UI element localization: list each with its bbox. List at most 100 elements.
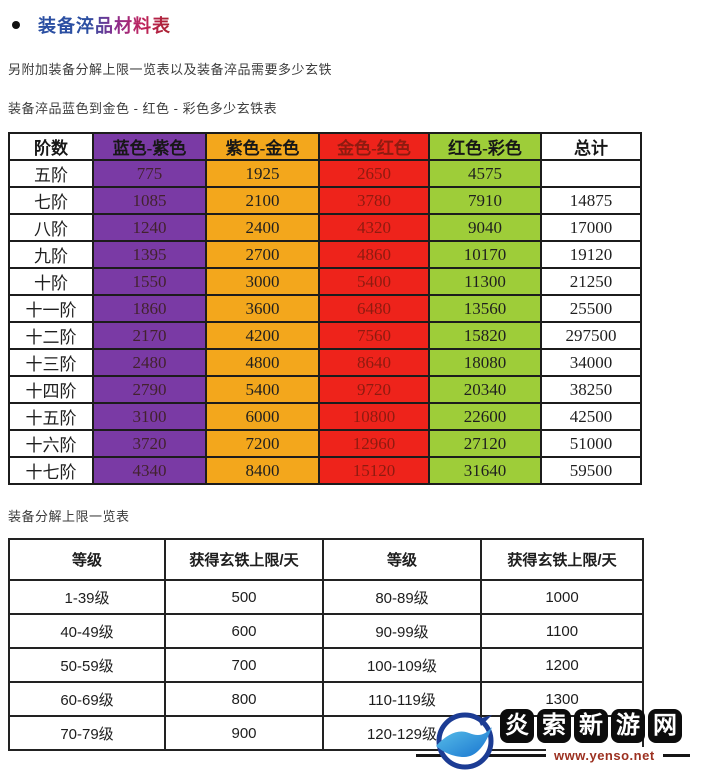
column-header-purple-gold: 紫色-金色	[205, 132, 320, 161]
table-cell: 1100	[480, 613, 644, 649]
site-url: www.yenso.net	[546, 747, 663, 765]
column-header-limit-2: 获得玄铁上限/天	[480, 538, 644, 581]
table-row: 八阶 1240 2400 4320 9040 17000	[8, 213, 642, 242]
table-cell: 4800	[205, 348, 320, 377]
table-row: 十六阶 3720 7200 12960 27120 51000	[8, 429, 642, 458]
site-name-stamp: 炎	[500, 709, 534, 743]
refine-material-table: 阶数 蓝色-紫色 紫色-金色 金色-红色 红色-彩色 总计 五阶 775 1925 2…	[8, 132, 642, 485]
page-title: 装备淬品材料表	[38, 12, 171, 38]
table-cell: 4200	[205, 321, 320, 350]
table-cell: 18080	[428, 348, 542, 377]
table-cell: 110-119级	[322, 681, 482, 717]
table-cell: 九阶	[8, 240, 94, 269]
table-cell: 4320	[318, 213, 430, 242]
table-cell: 十阶	[8, 267, 94, 296]
table-cell: 70-79级	[8, 715, 166, 751]
column-header-limit-1: 获得玄铁上限/天	[164, 538, 324, 581]
table-cell: 7560	[318, 321, 430, 350]
bullet-icon	[12, 21, 20, 29]
table-cell: 100-109级	[322, 647, 482, 683]
table-cell: 2480	[92, 348, 207, 377]
table-cell: 3600	[205, 294, 320, 323]
table-row: 十五阶 3100 6000 10800 22600 42500	[8, 402, 642, 431]
table-cell: 42500	[540, 402, 642, 431]
table-cell: 38250	[540, 375, 642, 404]
table-row: 十三阶 2480 4800 8640 18080 34000	[8, 348, 642, 377]
table-cell: 2650	[318, 159, 430, 188]
table-cell: 1000	[480, 579, 644, 615]
table-cell: 1-39级	[8, 579, 166, 615]
site-name-stamps: 炎索新游网	[500, 709, 682, 743]
table-cell: 21250	[540, 267, 642, 296]
site-watermark: 炎索新游网 www.yenso.net	[416, 689, 692, 770]
table-row: 40-49级 600 90-99级 1100	[8, 613, 644, 649]
table-cell: 3780	[318, 186, 430, 215]
table-cell: 9040	[428, 213, 542, 242]
table-cell: 17000	[540, 213, 642, 242]
table-cell: 6000	[205, 402, 320, 431]
table-cell: 22600	[428, 402, 542, 431]
table-header-row: 阶数 蓝色-紫色 紫色-金色 金色-红色 红色-彩色 总计	[8, 132, 642, 161]
table-row: 十一阶 1860 3600 6480 13560 25500	[8, 294, 642, 323]
table-cell: 600	[164, 613, 324, 649]
table-cell: 15820	[428, 321, 542, 350]
column-header-total: 总计	[540, 132, 642, 161]
table-cell: 2170	[92, 321, 207, 350]
table-cell: 51000	[540, 429, 642, 458]
table-cell: 2700	[205, 240, 320, 269]
table-cell: 1550	[92, 267, 207, 296]
table-cell: 7910	[428, 186, 542, 215]
column-header-blue-purple: 蓝色-紫色	[92, 132, 207, 161]
table-row: 60-69级 800 110-119级 1300	[8, 681, 644, 717]
table-cell: 4575	[428, 159, 542, 188]
table-row: 50-59级 700 100-109级 1200	[8, 647, 644, 683]
table-cell: 8400	[205, 456, 320, 485]
column-header-level-1: 等级	[8, 538, 166, 581]
table-cell: 14875	[540, 186, 642, 215]
site-name-stamp: 新	[574, 709, 608, 743]
table-cell: 297500	[540, 321, 642, 350]
table-cell: 十三阶	[8, 348, 94, 377]
table-cell: 八阶	[8, 213, 94, 242]
table-cell: 七阶	[8, 186, 94, 215]
table-cell: 8640	[318, 348, 430, 377]
table-cell: 9720	[318, 375, 430, 404]
table-cell: 4860	[318, 240, 430, 269]
table-cell: 40-49级	[8, 613, 166, 649]
table-row: 十二阶 2170 4200 7560 15820 297500	[8, 321, 642, 350]
table-cell: 700	[164, 647, 324, 683]
table-cell: 15120	[318, 456, 430, 485]
table-cell: 十五阶	[8, 402, 94, 431]
table-cell: 十二阶	[8, 321, 94, 350]
column-header-gold-red: 金色-红色	[318, 132, 430, 161]
table-row: 十阶 1550 3000 5400 11300 21250	[8, 267, 642, 296]
table-cell: 4340	[92, 456, 207, 485]
table-cell: 1925	[205, 159, 320, 188]
table-cell: 五阶	[8, 159, 94, 188]
table-cell: 十六阶	[8, 429, 94, 458]
article-header: 装备淬品材料表	[0, 0, 702, 38]
table-cell: 25500	[540, 294, 642, 323]
table-cell: 59500	[540, 456, 642, 485]
site-name-stamp: 网	[648, 709, 682, 743]
table-cell: 3000	[205, 267, 320, 296]
table-cell: 13560	[428, 294, 542, 323]
table-cell	[540, 159, 642, 188]
table-cell: 90-99级	[322, 613, 482, 649]
table-cell: 1200	[480, 647, 644, 683]
table-row: 九阶 1395 2700 4860 10170 19120	[8, 240, 642, 269]
table-cell: 十七阶	[8, 456, 94, 485]
table-cell: 12960	[318, 429, 430, 458]
table-cell: 34000	[540, 348, 642, 377]
table-cell: 19120	[540, 240, 642, 269]
table-cell: 2100	[205, 186, 320, 215]
column-header-level-2: 等级	[322, 538, 482, 581]
table-cell: 1860	[92, 294, 207, 323]
table-cell: 5400	[318, 267, 430, 296]
table-row: 1-39级 500 80-89级 1000	[8, 579, 644, 615]
table-cell: 2400	[205, 213, 320, 242]
column-header-red-color: 红色-彩色	[428, 132, 542, 161]
table-cell: 十四阶	[8, 375, 94, 404]
table-cell: 1240	[92, 213, 207, 242]
